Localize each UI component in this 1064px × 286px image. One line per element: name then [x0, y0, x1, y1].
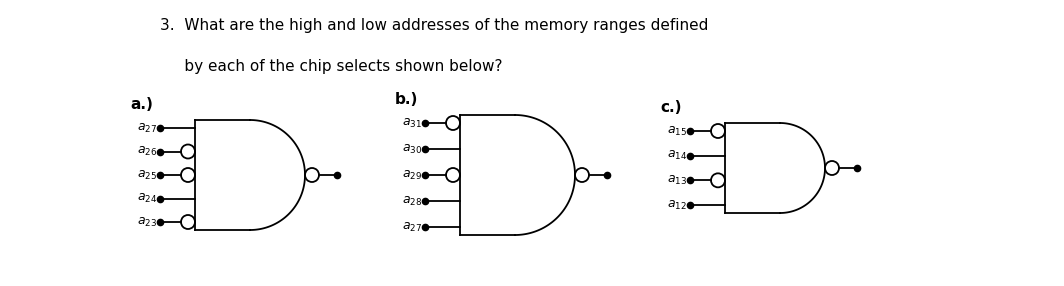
- Text: c.): c.): [660, 100, 682, 115]
- Text: $a_{\mathrm{12}}$: $a_{\mathrm{12}}$: [667, 198, 687, 212]
- Text: a.): a.): [130, 97, 153, 112]
- Text: b.): b.): [395, 92, 418, 107]
- Text: $a_{\mathrm{13}}$: $a_{\mathrm{13}}$: [667, 174, 687, 187]
- Text: $a_{\mathrm{26}}$: $a_{\mathrm{26}}$: [137, 145, 157, 158]
- Text: $a_{\mathrm{30}}$: $a_{\mathrm{30}}$: [402, 142, 422, 156]
- Text: $a_{\mathrm{27}}$: $a_{\mathrm{27}}$: [137, 122, 157, 134]
- Text: $a_{\mathrm{23}}$: $a_{\mathrm{23}}$: [137, 215, 157, 229]
- Text: by each of the chip selects shown below?: by each of the chip selects shown below?: [160, 59, 502, 74]
- Text: $a_{\mathrm{28}}$: $a_{\mathrm{28}}$: [402, 194, 422, 208]
- Text: $a_{\mathrm{29}}$: $a_{\mathrm{29}}$: [402, 168, 422, 182]
- Text: $a_{\mathrm{25}}$: $a_{\mathrm{25}}$: [137, 168, 157, 182]
- Text: $a_{\mathrm{24}}$: $a_{\mathrm{24}}$: [137, 192, 157, 205]
- Text: $a_{\mathrm{27}}$: $a_{\mathrm{27}}$: [402, 221, 422, 234]
- Text: 3.  What are the high and low addresses of the memory ranges defined: 3. What are the high and low addresses o…: [160, 18, 709, 33]
- Text: $a_{\mathrm{14}}$: $a_{\mathrm{14}}$: [667, 149, 687, 162]
- Text: $a_{\mathrm{15}}$: $a_{\mathrm{15}}$: [667, 124, 687, 138]
- Text: $a_{\mathrm{31}}$: $a_{\mathrm{31}}$: [402, 116, 422, 130]
